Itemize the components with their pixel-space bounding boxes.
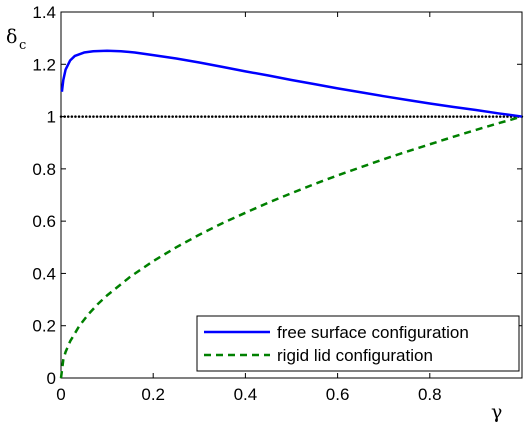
y-axis-label: δ c — [6, 26, 26, 53]
legend-box — [196, 315, 520, 372]
x-tick-label: 0.4 — [234, 385, 258, 404]
series-group — [59, 49, 523, 379]
legend-label-rigid-lid: rigid lid configuration — [277, 346, 433, 365]
series-line-rigid-lid — [59, 115, 523, 379]
y-tick-label: 0.4 — [32, 264, 56, 283]
x-tick-label: 0 — [56, 385, 65, 404]
y-tick-label: 0.8 — [32, 160, 56, 179]
axis-ticks: 0 0.2 0.4 0.6 0.8 0 0.2 0.4 0.6 0.8 1 1.2 1.4 — [32, 3, 523, 404]
y-tick-label: 1.2 — [32, 55, 56, 74]
legend: free surface configuration rigid lid con… — [196, 315, 520, 372]
y-tick-label: 0 — [47, 369, 56, 388]
x-tick-label: 0.8 — [418, 385, 442, 404]
x-axis-label: γ — [491, 401, 502, 423]
y-axis-label-subscript: c — [19, 38, 26, 53]
legend-label-free-surface: free surface configuration — [277, 323, 469, 342]
y-tick-label: 1.4 — [32, 3, 56, 22]
x-tick-label: 0.6 — [326, 385, 350, 404]
y-tick-label: 0.2 — [32, 317, 56, 336]
y-axis-label-main: δ — [6, 26, 17, 48]
series-line-free-surface — [60, 49, 523, 118]
x-tick-label: 0.2 — [141, 385, 165, 404]
y-tick-label: 0.6 — [32, 212, 56, 231]
y-tick-label: 1 — [47, 108, 56, 127]
